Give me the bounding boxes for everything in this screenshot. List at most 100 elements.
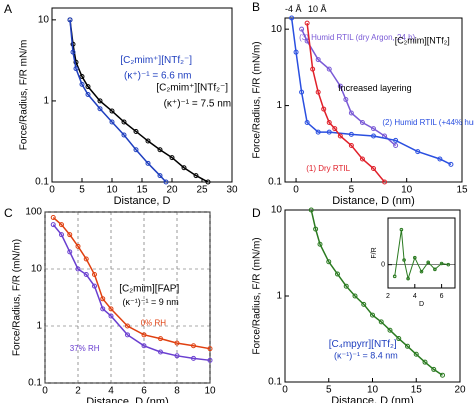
data-point <box>108 306 114 312</box>
data-point <box>92 283 97 289</box>
x-tick-label: 2 <box>386 293 390 300</box>
data-point <box>157 147 163 153</box>
x-tick-label: 8 <box>174 386 180 397</box>
x-tick-label: 6 <box>440 293 444 300</box>
data-point <box>100 306 106 312</box>
data-point <box>174 353 180 359</box>
data-point <box>75 243 81 249</box>
data-point <box>399 227 404 232</box>
annotation: [C₄mpyrr][NTf₂] <box>329 339 397 350</box>
data-point <box>174 340 180 346</box>
series-label: (1) Dry RTIL <box>306 164 350 173</box>
x-axis-label: D <box>419 301 424 308</box>
series-line <box>69 19 167 183</box>
x-tick-label: 15 <box>411 385 423 396</box>
data-point <box>108 313 114 319</box>
data-point <box>100 296 106 302</box>
plot-frame <box>284 17 463 183</box>
data-point <box>133 128 139 134</box>
data-point <box>371 166 376 172</box>
x-axis-label: Distance, D (nm) <box>331 395 414 403</box>
data-point <box>396 336 402 342</box>
data-point <box>332 126 338 132</box>
data-point <box>405 343 410 349</box>
data-point <box>304 120 310 126</box>
data-point <box>370 312 375 318</box>
data-point <box>145 138 151 144</box>
data-point <box>109 119 115 125</box>
data-point <box>382 179 388 185</box>
data-point <box>67 17 73 23</box>
data-point <box>315 89 321 95</box>
x-tick-label: 20 <box>166 185 178 196</box>
x-tick-label: 0 <box>293 185 299 196</box>
data-point <box>361 301 367 307</box>
data-point <box>393 137 399 143</box>
data-point <box>415 149 421 155</box>
data-point <box>422 359 428 365</box>
panel-label: D <box>252 206 261 220</box>
data-point <box>446 262 451 267</box>
data-point <box>289 15 295 21</box>
x-tick-label: 5 <box>326 385 332 396</box>
y-tick-label: 1 <box>36 321 42 332</box>
y-tick-label: 10 <box>31 264 43 275</box>
data-point <box>326 120 332 126</box>
data-point <box>437 156 443 162</box>
data-point <box>433 267 437 272</box>
series-line <box>310 209 443 376</box>
data-point <box>335 271 340 277</box>
data-point <box>326 66 332 72</box>
data-point <box>191 355 196 361</box>
y-tick-label: 1 <box>276 100 282 111</box>
data-point <box>343 283 349 289</box>
data-point <box>207 346 213 352</box>
data-point <box>371 126 376 132</box>
y-axis-label: Force/Radius, F/R (mN/m) <box>252 41 263 158</box>
x-tick-label: 10 <box>106 185 118 196</box>
data-point <box>133 147 139 153</box>
data-point <box>299 26 305 32</box>
data-point <box>315 129 321 135</box>
data-point <box>193 173 199 179</box>
data-point <box>121 132 127 138</box>
series-label: (2) Humid RTIL (+44% humidity) <box>382 118 474 127</box>
data-point <box>67 249 73 255</box>
data-point <box>413 255 417 260</box>
data-point <box>326 129 332 135</box>
data-point <box>431 366 437 372</box>
y-tick-label: 10 <box>38 14 50 25</box>
x-tick-label: 5 <box>349 185 355 196</box>
series-line <box>306 23 386 183</box>
x-tick-label: 0 <box>42 386 48 397</box>
data-point <box>348 110 354 116</box>
data-point <box>393 143 399 149</box>
data-point <box>109 108 115 114</box>
annotation: Increased layering <box>338 83 412 93</box>
data-point <box>125 323 130 329</box>
y-tick-label: 10 <box>271 205 283 216</box>
data-point <box>97 106 103 112</box>
y-tick-label: 0.1 <box>28 378 42 389</box>
y-tick-label: 0.1 <box>268 377 282 388</box>
annotation: [C₂mim⁺][NTf₂⁻] <box>120 55 192 66</box>
x-tick-label: 10 <box>367 385 379 396</box>
data-point <box>191 343 196 349</box>
x-axis-label: Distance, D (nm) <box>86 396 169 403</box>
x-tick-label: 4 <box>413 293 417 300</box>
data-point <box>392 274 397 279</box>
annotation: (κ⁺)⁻¹ = 7.5 nm <box>164 98 232 109</box>
data-point <box>326 259 332 265</box>
y-axis-label: Force/Radius, F/R (mN/m) <box>12 239 23 356</box>
data-point <box>440 372 445 378</box>
data-point <box>313 226 319 232</box>
data-point <box>308 207 314 213</box>
data-point <box>83 272 89 278</box>
annotation: (κ⁻¹)⁻¹ = 9 nm <box>123 297 179 307</box>
series-line <box>290 17 452 166</box>
series-line <box>394 229 449 281</box>
data-point <box>371 133 376 139</box>
data-point <box>73 66 79 72</box>
x-tick-label: 5 <box>79 185 85 196</box>
